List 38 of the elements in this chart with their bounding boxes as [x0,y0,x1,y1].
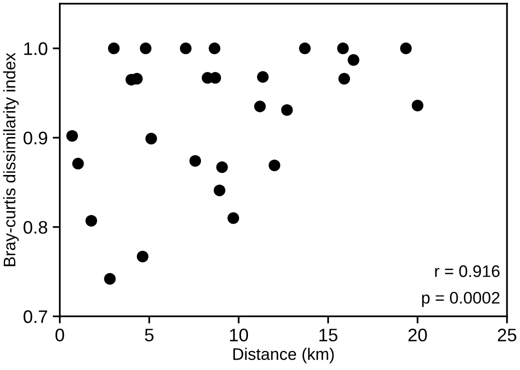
point [108,42,120,54]
point [216,161,228,173]
point [214,184,226,196]
point [85,214,98,227]
point [348,54,360,66]
point [338,72,350,85]
point [228,212,240,224]
x-tick-label: 5 [144,328,154,342]
point [145,132,158,144]
point [299,42,311,54]
point [66,130,78,142]
point [268,160,280,172]
y-axis-title: Bray-curtis dissimilarity index [3,52,19,266]
annotation: r = 0.916 [435,265,500,278]
point [72,158,84,170]
point [337,42,349,54]
y-tick-label: 0.8 [24,220,48,234]
x-tick-label: 10 [230,328,248,342]
x-tick-label: 0 [55,328,64,342]
y-tick-label: 0.9 [24,132,48,144]
annotation: p = 0.0002 [422,292,500,307]
point [140,42,152,54]
point [180,42,192,54]
point [400,42,412,54]
point [189,155,202,167]
point [412,100,424,112]
y-tick-label: 1.0 [24,42,48,56]
point [208,42,220,54]
point [104,273,116,285]
point [257,71,269,83]
point [136,250,148,262]
x-tick-label: 15 [319,328,338,342]
x-axis-title: Distance (km) [233,348,334,364]
x-tick-label: 25 [498,328,516,342]
point [281,104,293,116]
y-tick-label: 0.7 [24,310,48,324]
point [254,100,266,112]
x-tick-label: 20 [408,328,427,342]
